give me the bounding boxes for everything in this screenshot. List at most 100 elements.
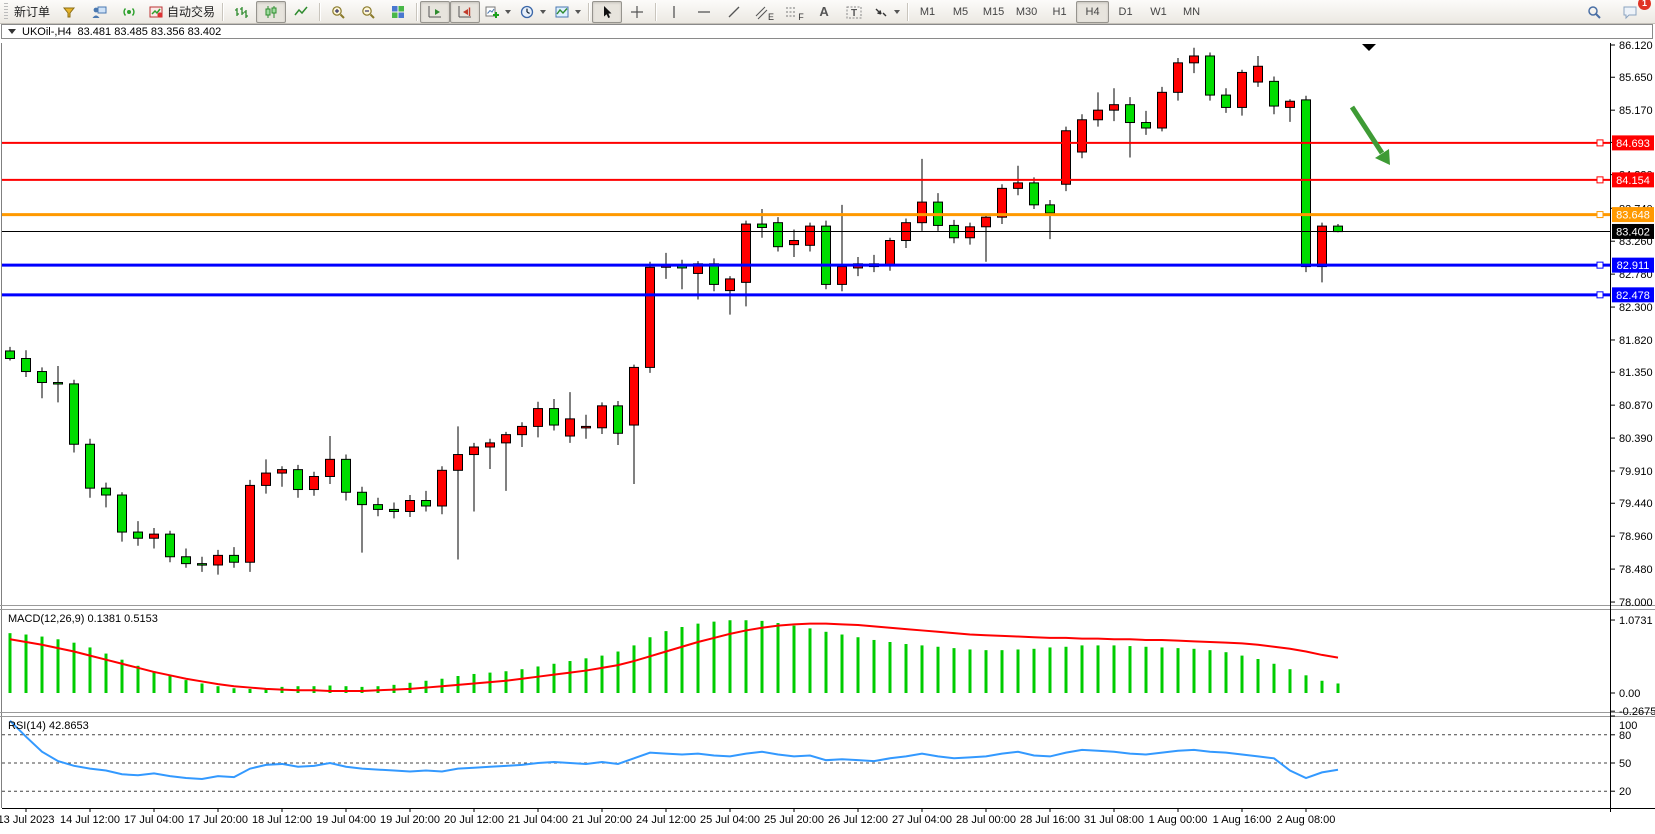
templates-button[interactable] xyxy=(550,1,585,23)
line-chart-mode-button[interactable] xyxy=(286,1,316,23)
timeframe-h4-button[interactable]: H4 xyxy=(1076,0,1110,23)
timeframe-m5-button[interactable]: M5 xyxy=(952,5,969,18)
svg-text:82.478: 82.478 xyxy=(1616,290,1650,302)
crosshair-tool-button[interactable] xyxy=(622,1,652,23)
cursor-tool-button[interactable] xyxy=(592,0,623,23)
candle-body xyxy=(645,266,655,368)
bar-chart-mode-button[interactable] xyxy=(226,1,256,23)
candle-body xyxy=(1173,62,1183,93)
timeframe-h1-button[interactable]: H1 xyxy=(1052,5,1067,18)
price-axis[interactable]: 86.12085.65085.17084.70084.23083.74083.2… xyxy=(1610,40,1655,798)
tile-windows-button[interactable] xyxy=(383,1,413,23)
rsi-tick-label: 50 xyxy=(1619,758,1631,770)
rsi-panel[interactable] xyxy=(2,719,1610,792)
candle-body xyxy=(533,408,543,427)
new-order-label: 新订单 xyxy=(14,5,51,19)
hline-handle[interactable] xyxy=(1596,176,1604,184)
rsi-tick-label: 20 xyxy=(1619,786,1631,798)
fibonacci-tool-button[interactable]: F xyxy=(779,1,809,23)
arrow-shaft xyxy=(1349,105,1385,155)
zoom-in-button[interactable] xyxy=(323,1,353,23)
timeframe-m15-button[interactable]: M15 xyxy=(982,5,1005,18)
candle-body xyxy=(1189,55,1199,64)
candle-body xyxy=(565,418,575,437)
candle-body xyxy=(1141,122,1151,129)
candle-body xyxy=(1093,109,1103,121)
toolbar-grip[interactable] xyxy=(4,2,8,21)
hline-handle[interactable] xyxy=(1596,211,1604,219)
arrows-dropdown-icon[interactable] xyxy=(894,9,901,14)
candle-body xyxy=(805,225,815,246)
text-tool-button[interactable]: A xyxy=(809,1,839,23)
add-indicator-button[interactable] xyxy=(480,1,515,23)
date-tick-label: 2 Aug 08:00 xyxy=(1277,814,1336,826)
chart-shift-button[interactable] xyxy=(450,0,481,23)
autotrade-button[interactable]: 自动交易 xyxy=(144,1,219,23)
candle-body xyxy=(453,454,463,471)
candlestick-mode-button[interactable] xyxy=(256,0,287,23)
timeframe-m1-button[interactable]: M1 xyxy=(919,5,936,18)
templates-dropdown-icon[interactable] xyxy=(575,9,582,14)
timeframe-m30-button[interactable]: M30 xyxy=(1015,5,1038,18)
signals-button[interactable] xyxy=(114,1,144,23)
periods-button[interactable] xyxy=(515,1,550,23)
macd-tick-label: -0.2675 xyxy=(1619,706,1655,718)
horizontal-line-tool-button[interactable] xyxy=(689,1,719,23)
date-tick-label: 26 Jul 12:00 xyxy=(828,814,888,826)
price-badge: 82.911 xyxy=(1612,257,1654,273)
macd-signal-line xyxy=(9,622,1339,692)
hline-handle[interactable] xyxy=(1596,261,1604,269)
candle-body xyxy=(1269,80,1279,107)
candle-body xyxy=(37,371,47,384)
equidistant-channel-tool-button[interactable]: E xyxy=(749,1,779,23)
periods-dropdown-icon[interactable] xyxy=(540,9,547,14)
navigator-person-icon xyxy=(91,4,107,20)
notifications-button[interactable]: 1 xyxy=(1615,0,1651,23)
chart-shift-marker[interactable] xyxy=(1362,44,1376,51)
candle-body xyxy=(101,487,111,496)
candlestick-icon xyxy=(263,4,279,20)
date-tick-label: 27 Jul 04:00 xyxy=(892,814,952,826)
new-order-button[interactable]: 新订单 xyxy=(10,1,54,23)
add-indicator-dropdown-icon[interactable] xyxy=(505,9,512,14)
candle-body xyxy=(965,226,975,239)
crosshair-icon xyxy=(629,4,645,20)
search-button[interactable] xyxy=(1579,1,1609,23)
candle-body xyxy=(245,484,255,563)
price-tick-label: 80.870 xyxy=(1619,400,1653,412)
trend-arrow-annotation[interactable] xyxy=(1349,105,1390,165)
auto-scroll-button[interactable] xyxy=(420,0,451,23)
candle-body xyxy=(1157,91,1167,129)
price-badge: 82.478 xyxy=(1612,287,1654,303)
date-axis[interactable]: 13 Jul 2023 14 Jul 12:00 17 Jul 04:00 17 Ju… xyxy=(0,808,1335,826)
rsi-label: RSI(14) 42.8653 xyxy=(8,720,89,732)
price-tick-label: 79.440 xyxy=(1619,498,1653,510)
hline-handle[interactable] xyxy=(1596,139,1604,147)
symbol-dropdown-icon[interactable] xyxy=(8,29,16,34)
cursor-arrow-icon xyxy=(599,4,615,20)
timeframe-d1-button[interactable]: D1 xyxy=(1118,5,1133,18)
svg-text:83.648: 83.648 xyxy=(1616,210,1650,222)
text-label-tool-button[interactable]: T xyxy=(839,1,869,23)
macd-panel[interactable] xyxy=(8,620,1340,693)
zoom-out-button[interactable] xyxy=(353,1,383,23)
candle-body xyxy=(197,563,207,566)
rsi-tick-label: 80 xyxy=(1619,730,1631,742)
svg-text:T: T xyxy=(851,8,857,19)
text-tool-glyph: A xyxy=(819,4,829,19)
timeframe-mn-button[interactable]: MN xyxy=(1182,5,1201,18)
date-tick-label: 19 Jul 20:00 xyxy=(380,814,440,826)
fibonacci-icon xyxy=(784,4,798,20)
trendline-tool-button[interactable] xyxy=(719,1,749,23)
vertical-line-tool-button[interactable] xyxy=(659,1,689,23)
signal-broadcast-icon xyxy=(121,4,137,20)
arrows-tool-button[interactable] xyxy=(869,1,904,23)
timeframe-w1-button[interactable]: W1 xyxy=(1150,5,1167,18)
candle-body xyxy=(709,263,719,285)
navigator-button[interactable] xyxy=(84,1,114,23)
main-toolbar: 新订单 自动交易 xyxy=(0,0,1655,24)
hline-handle[interactable] xyxy=(1596,291,1604,299)
market-watch-button[interactable] xyxy=(54,1,84,23)
